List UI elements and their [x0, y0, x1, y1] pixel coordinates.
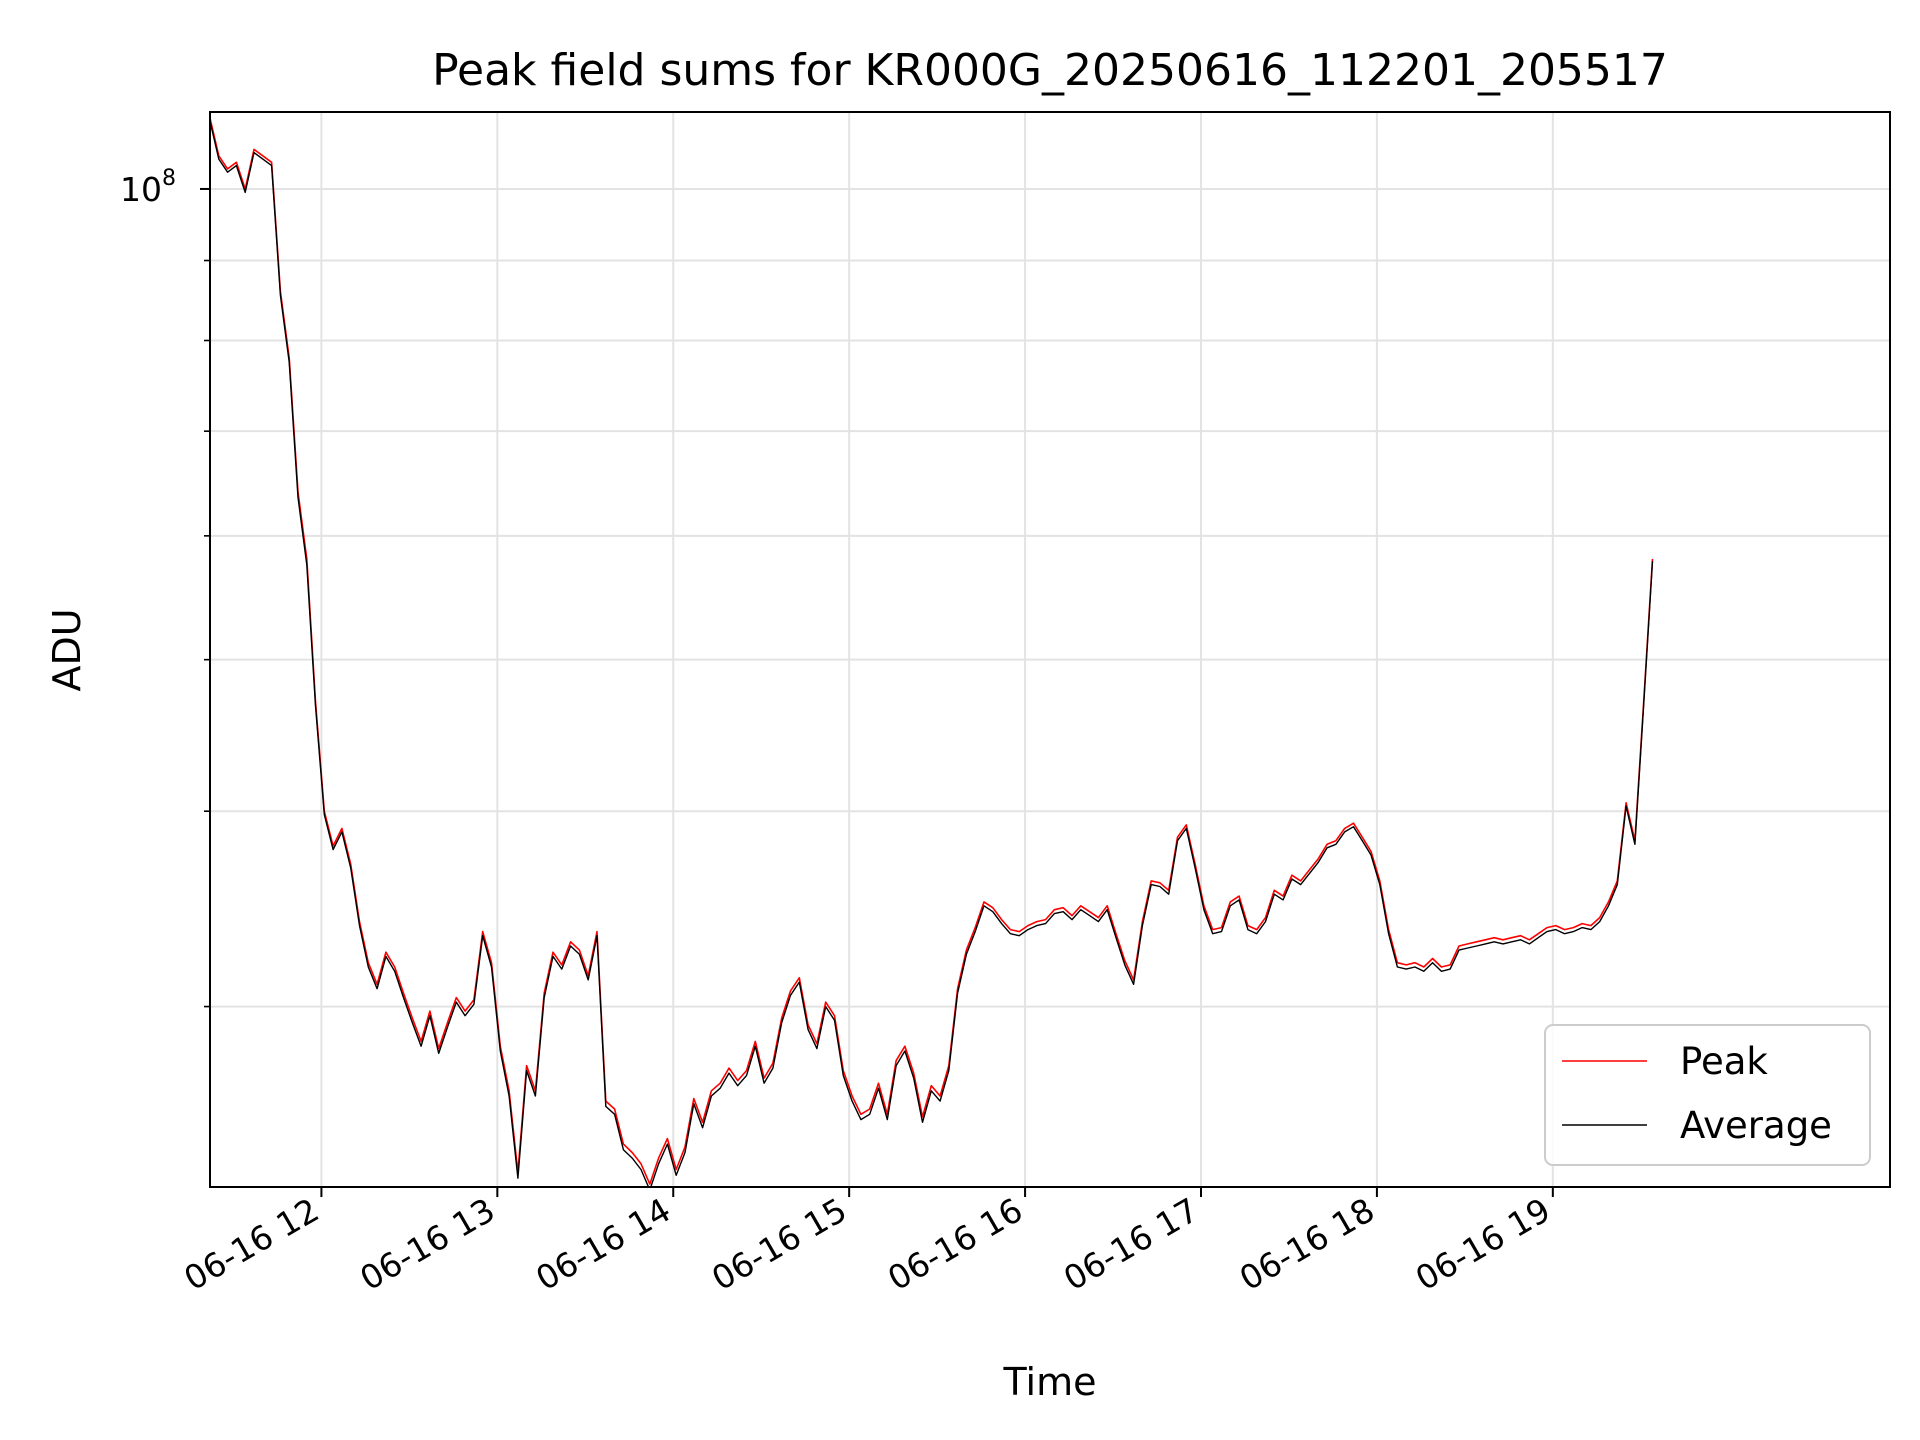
series-lines [210, 117, 1654, 1187]
y-axis-ticks: 108 [120, 166, 210, 1008]
series-line-average [210, 121, 1654, 1187]
legend-box [1544, 1024, 1871, 1166]
y-tick-label-exponent: 8 [162, 166, 176, 191]
y-tick-label: 108 [120, 166, 176, 209]
y-axis-label: ADU [45, 608, 89, 691]
plot-frame [209, 111, 1891, 1188]
legend-label-peak: Peak [1680, 1040, 1768, 1083]
series-line-peak [210, 117, 1654, 1185]
legend-label-average: Average [1680, 1104, 1832, 1147]
x-axis-label: Time [1003, 1360, 1097, 1404]
grid [210, 112, 1890, 1187]
legend: Peak Average [1544, 1024, 1871, 1166]
chart-title: Peak field sums for KR000G_20250616_1122… [432, 45, 1668, 96]
y-tick-label-base: 10 [120, 170, 162, 209]
